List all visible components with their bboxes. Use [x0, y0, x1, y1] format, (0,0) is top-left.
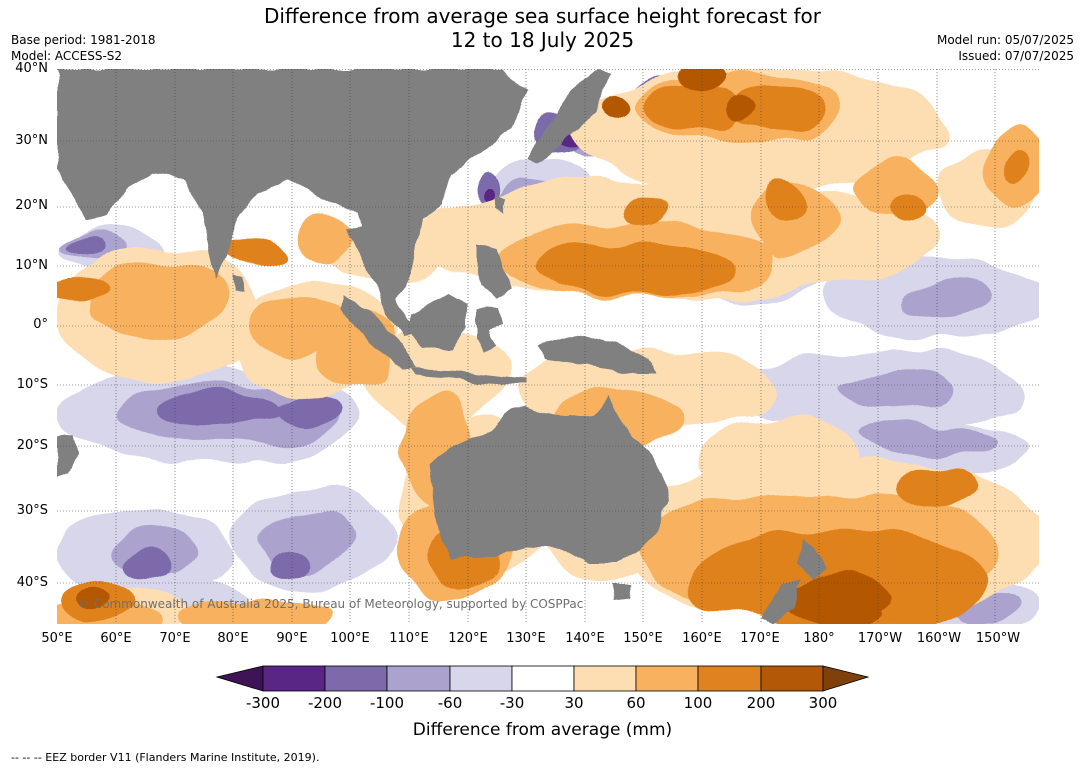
colorbar-tick-9: 200 — [746, 694, 776, 712]
lat-label-10n: 10°N — [15, 258, 48, 273]
title-line-2: 12 to 18 July 2025 — [450, 28, 635, 52]
colorbar-tick-1: -300 — [245, 694, 281, 712]
colorbar-tick-3: -100 — [369, 694, 405, 712]
lon-label-70e: 70°E — [159, 631, 191, 646]
lon-label-120e: 120°E — [448, 631, 488, 646]
map-title: Difference from average sea surface heig… — [0, 4, 1085, 52]
model-run: Model run: 05/07/2025 — [936, 33, 1074, 47]
map-svg — [57, 69, 1039, 624]
model-name: Model: ACCESS-S2 — [11, 49, 123, 63]
lon-label-100e: 100°E — [330, 631, 370, 646]
lat-label-30s: 30°S — [16, 503, 48, 518]
colorbar-tick-5: -30 — [499, 694, 525, 712]
issued-date: Issued: 07/07/2025 — [958, 49, 1074, 63]
lat-label-10s: 10°S — [16, 377, 48, 392]
model-info: Base period: 1981-2018 Model: ACCESS-S2 — [11, 32, 156, 64]
run-info: Model run: 05/07/2025 Issued: 07/07/2025 — [937, 32, 1074, 64]
lon-label-170e: 170°E — [740, 631, 780, 646]
colorbar-bin-8 — [697, 665, 762, 692]
lon-label-50e: 50°E — [41, 631, 73, 646]
colorbar-extend-high — [822, 665, 870, 692]
eez-footnote: -- -- -- EEZ border V11 (Flanders Marine… — [11, 751, 320, 764]
lon-label-150w: 150°W — [975, 631, 1021, 646]
colorbar-tick-8: 100 — [683, 694, 713, 712]
anomaly-map — [57, 69, 1039, 624]
colorbar — [215, 665, 870, 692]
colorbar-bin-4 — [449, 665, 513, 692]
lat-label-30n: 30°N — [15, 133, 48, 148]
lon-label-60e: 60°E — [100, 631, 132, 646]
colorbar-bin-3 — [386, 665, 451, 692]
colorbar-tick-6: 30 — [564, 694, 584, 712]
colorbar-label: Difference from average (mm) — [412, 720, 673, 740]
colorbar-bin-2 — [324, 665, 388, 692]
colorbar-bin-6 — [573, 665, 637, 692]
colorbar-tick-4: -60 — [437, 694, 463, 712]
colorbar-bin-9 — [760, 665, 824, 692]
lat-label-40s: 40°S — [16, 575, 48, 590]
lat-label-20n: 20°N — [15, 198, 48, 213]
colorbar-bin-1 — [262, 665, 326, 692]
base-period: Base period: 1981-2018 — [11, 33, 156, 47]
land-masses — [57, 69, 825, 624]
lon-label-80e: 80°E — [217, 631, 249, 646]
lon-label-170w: 170°W — [857, 631, 903, 646]
lat-label-40n: 40°N — [15, 61, 48, 76]
lon-label-180: 180° — [803, 631, 835, 646]
colorbar-bin-5 — [511, 665, 575, 692]
lon-label-160w: 160°W — [916, 631, 962, 646]
colorbar-tick-2: -200 — [307, 694, 343, 712]
lon-label-90e: 90°E — [276, 631, 308, 646]
colorbar-extend-low — [215, 665, 264, 692]
lat-label-20s: 20°S — [16, 438, 48, 453]
lat-label-0: 0° — [33, 317, 48, 332]
colorbar-bin-7 — [635, 665, 699, 692]
lon-label-130e: 130°E — [506, 631, 546, 646]
lon-label-160e: 160°E — [682, 631, 722, 646]
lon-label-150e: 150°E — [623, 631, 663, 646]
lon-label-110e: 110°E — [389, 631, 429, 646]
lon-label-140e: 140°E — [565, 631, 605, 646]
colorbar-tick-10: 300 — [808, 694, 838, 712]
copyright-notice: © Commonwealth of Australia 2025, Bureau… — [78, 597, 584, 611]
colorbar-tick-7: 60 — [626, 694, 646, 712]
graticule — [57, 69, 1039, 624]
title-line-1: Difference from average sea surface heig… — [263, 4, 822, 28]
